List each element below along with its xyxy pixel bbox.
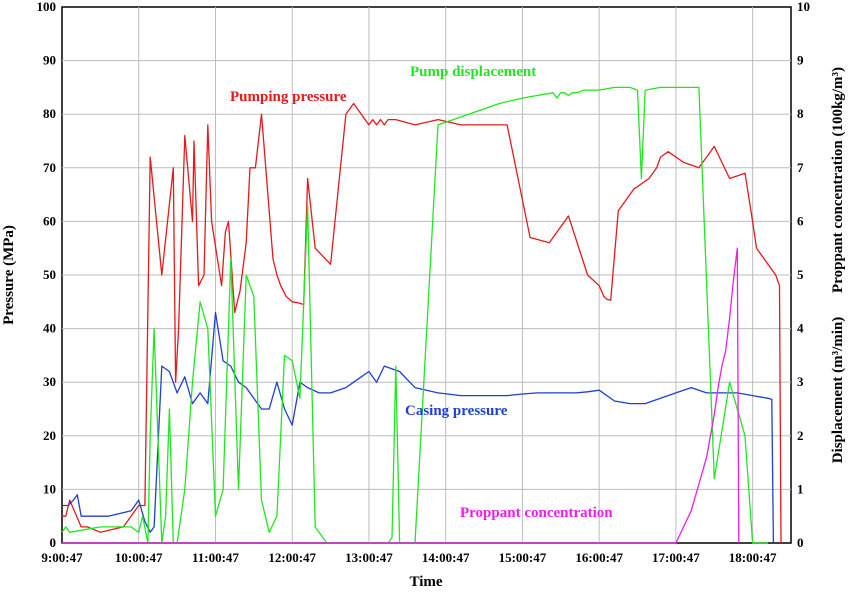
x-tick-label: 15:00:47 xyxy=(499,550,547,565)
y-right-tick-label: 4 xyxy=(797,321,804,336)
x-tick-label: 17:00:47 xyxy=(652,550,700,565)
y-left-tick-label: 90 xyxy=(43,53,56,68)
y-right-tick-label: 1 xyxy=(797,481,804,496)
y-left-tick-label: 80 xyxy=(43,106,56,121)
y-right-tick-label: 8 xyxy=(797,106,804,121)
grid xyxy=(62,7,791,543)
y-right-tick-label: 5 xyxy=(797,267,804,282)
annotation-pumping-pressure: Pumping pressure xyxy=(230,89,347,105)
y-right-tick-label: 10 xyxy=(797,0,810,14)
y-axis-right-bottom-title: Displacement (m³/min) xyxy=(830,317,846,464)
x-tick-label: 9:00:47 xyxy=(41,550,83,565)
x-tick-label: 18:00:47 xyxy=(729,550,777,565)
y-left-tick-label: 20 xyxy=(43,428,56,443)
y-left-tick-label: 40 xyxy=(43,321,56,336)
series-lines xyxy=(61,86,782,544)
y-right-tick-label: 0 xyxy=(797,535,804,550)
y-right-tick-label: 6 xyxy=(797,213,804,228)
y-left-tick-label: 60 xyxy=(43,213,56,228)
x-tick-label: 10:00:47 xyxy=(115,550,163,565)
series-line-pumping-pressure xyxy=(62,102,782,544)
y-right-tick-label: 2 xyxy=(797,428,804,443)
series-line-proppant-concentration xyxy=(62,247,740,544)
y-axis-right-top-title: Proppant concentration (100kg/m³) xyxy=(830,67,846,293)
x-axis-title: Time xyxy=(409,574,442,589)
x-tick-label: 14:00:47 xyxy=(422,550,470,565)
annotation-pump-displacement: Pump displacement xyxy=(410,64,536,80)
x-tick-label: 12:00:47 xyxy=(268,550,316,565)
x-tick-label: 16:00:47 xyxy=(575,550,623,565)
y-left-tick-label: 0 xyxy=(50,535,57,550)
y-left-tick-label: 50 xyxy=(43,267,56,282)
annotation-proppant-concentration: Proppant concentration xyxy=(460,505,613,521)
tick-labels: 0 10 20 30 40 50 60 70 80 90 100 0 1 2 3 4 5 6 7 8 9 10 9:00:4… xyxy=(37,0,811,565)
y-left-tick-label: 30 xyxy=(43,374,56,389)
y-left-tick-label: 70 xyxy=(43,160,56,175)
y-right-tick-label: 3 xyxy=(797,374,804,389)
annotation-casing-pressure: Casing pressure xyxy=(405,403,508,419)
y-axis-left-title: Pressure (MPa) xyxy=(1,225,17,325)
y-right-tick-label: 9 xyxy=(797,53,804,68)
y-left-tick-label: 100 xyxy=(37,0,57,14)
y-left-tick-label: 10 xyxy=(43,481,56,496)
series-line-casing-pressure xyxy=(62,311,775,544)
x-tick-label: 13:00:47 xyxy=(345,550,393,565)
x-tick-label: 11:00:47 xyxy=(192,550,239,565)
y-right-tick-label: 7 xyxy=(797,160,804,175)
